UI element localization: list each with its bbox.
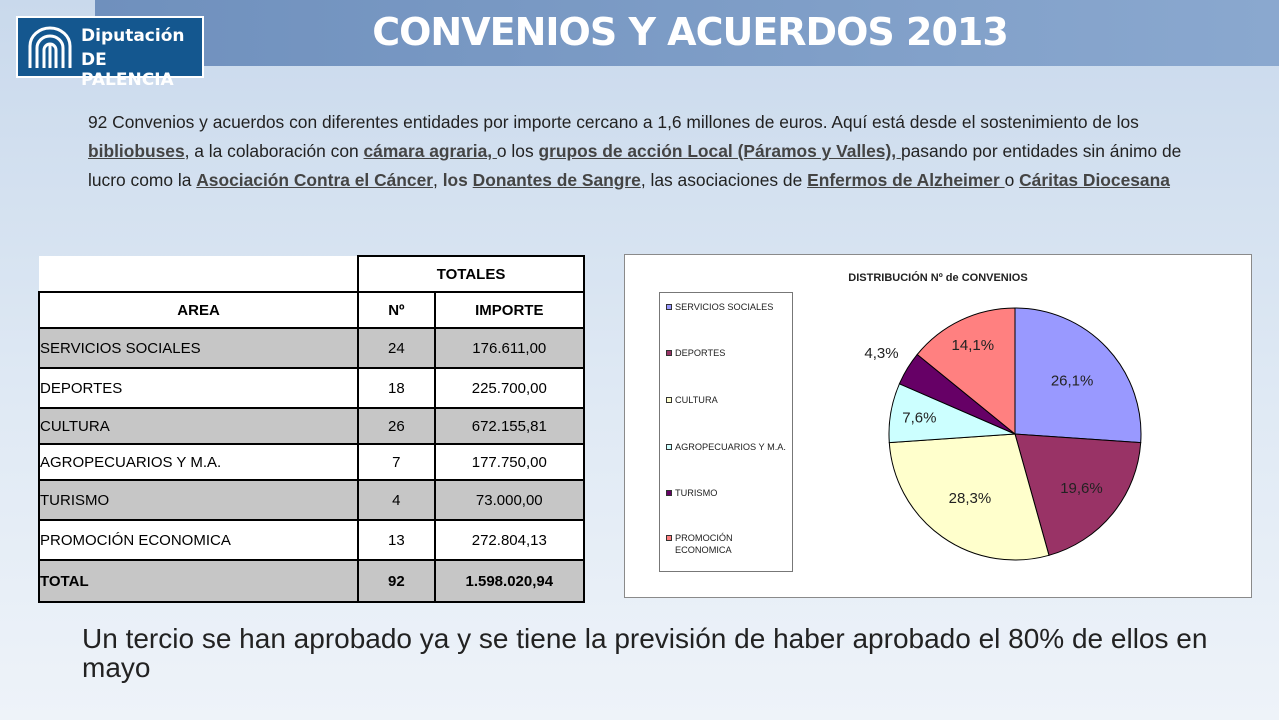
logo-line1: Diputación xyxy=(81,26,185,46)
link-asociacion-cancer[interactable]: Asociación Contra el Cáncer xyxy=(196,170,434,190)
legend-swatch xyxy=(666,397,672,403)
table-row: SERVICIOS SOCIALES 24 176.611,00 xyxy=(37,327,586,368)
link-caritas[interactable]: Cáritas Diocesana xyxy=(1019,170,1170,190)
chart-legend: SERVICIOS SOCIALES DEPORTES CULTURA AGROPEC… xyxy=(659,292,793,572)
legend-label: AGROPECUARIOS Y M.A. xyxy=(675,442,786,452)
table-row: DEPORTES 18 225.700,00 xyxy=(37,367,586,408)
cell-importe: 176.611,00 xyxy=(433,327,586,368)
legend-swatch xyxy=(666,535,672,541)
cell-importe: 177.750,00 xyxy=(433,443,586,480)
intro-text: , xyxy=(433,170,443,190)
legend-label: SERVICIOS SOCIALES xyxy=(675,302,774,312)
table-total-row: TOTAL 92 1.598.020,94 xyxy=(37,559,586,603)
cell-n: 26 xyxy=(357,407,435,444)
cell-total-importe: 1.598.020,94 xyxy=(433,559,586,603)
title-band xyxy=(95,0,1279,66)
link-donantes-sangre[interactable]: Donantes de Sangre xyxy=(472,170,641,190)
pie-slice xyxy=(1014,307,1142,444)
logo-line2: DE PALENCIA xyxy=(81,50,174,90)
link-camara-agraria[interactable]: cámara agraria, xyxy=(363,141,497,161)
cell-n: 13 xyxy=(357,519,435,560)
intro-text: pasando por entidades sin ánimo de lucro… xyxy=(88,141,1182,190)
pie-data-label: 26,1% xyxy=(1051,373,1094,390)
table-row: TURISMO 4 73.000,00 xyxy=(37,479,586,520)
chart-title: DISTRIBUCIÓN Nº de CONVENIOS xyxy=(848,272,1028,284)
cell-n: 7 xyxy=(357,443,435,480)
column-header-n: Nº xyxy=(357,291,435,328)
link-grupos-accion-local[interactable]: grupos de acción Local (Páramos y Valles… xyxy=(538,141,901,161)
arch-logo-icon xyxy=(28,26,72,68)
pie-data-label: 7,6% xyxy=(902,410,936,427)
intro-text: o xyxy=(1004,170,1020,190)
pie-data-label: 4,3% xyxy=(864,345,898,362)
intro-paragraph: 92 Convenios y acuerdos con diferentes e… xyxy=(88,108,1208,195)
cell-importe: 672.155,81 xyxy=(433,407,586,444)
intro-text: los xyxy=(442,170,473,190)
intro-text: 92 Convenios y acuerdos con diferentes e… xyxy=(88,112,1139,132)
pie-data-label: 28,3% xyxy=(949,490,992,507)
empty-cell xyxy=(39,256,359,292)
pie-chart: DISTRIBUCIÓN Nº de CONVENIOS SERVICIOS S… xyxy=(624,254,1252,598)
legend-label: TURISMO xyxy=(675,488,718,498)
legend-swatch xyxy=(666,444,672,450)
table-row: AGROPECUARIOS Y M.A. 7 177.750,00 xyxy=(37,443,586,480)
footer-text: Un tercio se han aprobado ya y se tiene … xyxy=(82,623,1208,683)
table-header-row: AREA Nº IMPORTE xyxy=(37,291,586,328)
table-row: CULTURA 26 672.155,81 xyxy=(37,407,586,444)
cell-area: SERVICIOS SOCIALES xyxy=(37,327,359,368)
pie-data-label: 14,1% xyxy=(952,337,995,354)
column-header-area: AREA xyxy=(37,291,359,328)
link-enfermos-alzheimer[interactable]: Enfermos de Alzheimer xyxy=(807,170,1005,190)
legend-swatch xyxy=(666,350,672,356)
pie-data-label: 19,6% xyxy=(1060,480,1103,497)
pie-svg: 26,1% 19,6% 28,3% 7,6% 4,3% 14,1% xyxy=(864,307,1142,561)
cell-area: TURISMO xyxy=(37,479,359,520)
cell-total-n: 92 xyxy=(357,559,435,603)
cell-area: CULTURA xyxy=(37,407,359,444)
legend-swatch xyxy=(666,304,672,310)
cell-n: 4 xyxy=(357,479,435,520)
convenios-table: TOTALES AREA Nº IMPORTE SERVICIOS SOCIAL… xyxy=(37,255,586,603)
group-header: TOTALES xyxy=(357,255,585,292)
legend-label: PROMOCIÓN ECONOMICA xyxy=(675,533,733,555)
page-title: CONVENIOS Y ACUERDOS 2013 xyxy=(372,10,1009,54)
pie-slice xyxy=(888,433,1050,561)
column-header-importe: IMPORTE xyxy=(433,291,586,328)
legend-label: DEPORTES xyxy=(675,348,726,358)
cell-importe: 73.000,00 xyxy=(433,479,586,520)
cell-area: PROMOCIÓN ECONOMICA xyxy=(37,519,359,560)
cell-area: DEPORTES xyxy=(37,367,359,408)
table-row: PROMOCIÓN ECONOMICA 13 272.804,13 xyxy=(37,519,586,560)
intro-text: o los xyxy=(496,141,539,161)
cell-n: 24 xyxy=(357,327,435,368)
cell-area: AGROPECUARIOS Y M.A. xyxy=(37,443,359,480)
cell-n: 18 xyxy=(357,367,435,408)
table-group-header-row: TOTALES xyxy=(39,255,585,292)
cell-total-label: TOTAL xyxy=(37,559,359,603)
intro-text: , las asociaciones de xyxy=(640,170,808,190)
pie-slice xyxy=(1014,433,1142,556)
pie-slice xyxy=(916,307,1016,436)
intro-text: , a la colaboración con xyxy=(184,141,364,161)
cell-importe: 225.700,00 xyxy=(433,367,586,408)
logo: Diputación DE PALENCIA xyxy=(16,16,204,90)
legend-swatch xyxy=(666,490,672,496)
link-bibliobuses[interactable]: bibliobuses xyxy=(88,141,185,161)
legend-label: CULTURA xyxy=(675,395,718,405)
cell-importe: 272.804,13 xyxy=(433,519,586,560)
